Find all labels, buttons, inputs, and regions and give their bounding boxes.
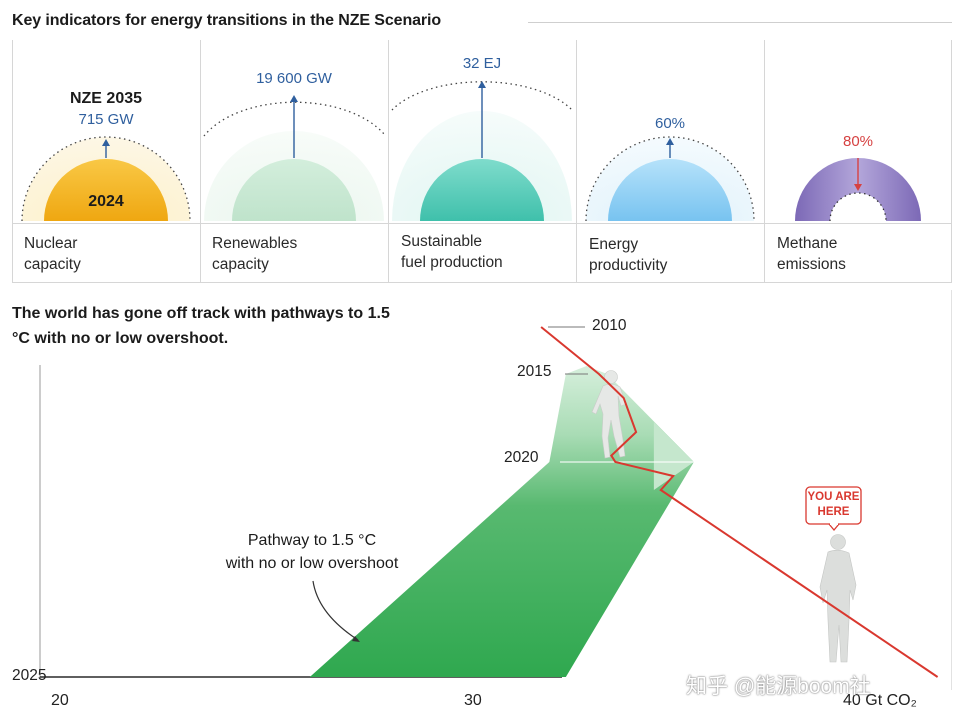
nuclear-label: Nuclear capacity bbox=[24, 233, 81, 275]
sustainable-fuel-current-arc bbox=[420, 159, 544, 221]
you-are-here-text: YOU ARE HERE bbox=[806, 490, 861, 520]
chart-right-rule bbox=[951, 290, 952, 690]
nuclear-indicator bbox=[21, 136, 191, 222]
renewables-label-line2: capacity bbox=[212, 256, 269, 273]
sustainable-fuel-label-line2: fuel production bbox=[401, 254, 503, 271]
energy-productivity-label-line1: Energy bbox=[589, 236, 639, 253]
energy-productivity-label: Energy productivity bbox=[589, 234, 667, 276]
methane-label-line2: emissions bbox=[777, 256, 846, 273]
renewables-label: Renewables capacity bbox=[212, 233, 297, 275]
sustainable-fuel-indicator bbox=[391, 81, 573, 221]
nuclear-target-title: NZE 2035 bbox=[69, 90, 143, 107]
label-row-bottom-rule bbox=[12, 282, 952, 283]
nuclear-current-arc bbox=[44, 159, 168, 221]
energy-productivity-target-value: 60% bbox=[654, 115, 686, 132]
sustainable-fuel-label-line1: Sustainable bbox=[401, 233, 483, 250]
indicator-panels: NZE 2035 715 GW 2024 19 600 GW 32 EJ 60%… bbox=[12, 40, 952, 283]
pathway-label-arrow bbox=[312, 580, 359, 641]
pathway-label-arrowhead bbox=[352, 636, 360, 642]
year-label-2015: 2015 bbox=[517, 363, 552, 380]
you-are-here-callout bbox=[805, 486, 862, 532]
panel-divider bbox=[576, 40, 577, 283]
you-are-here-line1: YOU ARE bbox=[807, 491, 860, 503]
nuclear-current-year: 2024 bbox=[88, 193, 124, 210]
pathway-band bbox=[309, 366, 694, 677]
x-tick-40: 40 Gt CO₂ bbox=[843, 692, 917, 709]
chart-title: The world has gone off track with pathwa… bbox=[12, 305, 390, 347]
walking-person-figure bbox=[591, 370, 627, 459]
label-row-top-rule bbox=[12, 223, 952, 224]
top-title: Key indicators for energy transitions in… bbox=[12, 12, 442, 29]
pathway-label-line1: Pathway to 1.5 °C bbox=[247, 532, 377, 549]
panel-divider bbox=[764, 40, 765, 283]
nuclear-label-line1: Nuclear bbox=[24, 235, 78, 252]
sustainable-fuel-label: Sustainable fuel production bbox=[401, 231, 503, 273]
standing-person-figure bbox=[819, 534, 857, 663]
energy-productivity-current-arc bbox=[608, 159, 732, 221]
renewables-label-line1: Renewables bbox=[212, 235, 298, 252]
methane-label: Methane emissions bbox=[777, 233, 846, 275]
panel-divider bbox=[951, 40, 952, 283]
year-label-2010: 2010 bbox=[592, 317, 627, 334]
you-are-here-line2: HERE bbox=[817, 506, 850, 518]
renewables-target-value: 19 600 GW bbox=[256, 70, 332, 87]
methane-indicator bbox=[795, 158, 921, 222]
title-rule bbox=[528, 22, 952, 23]
indicator-graphics bbox=[21, 81, 921, 222]
nuclear-label-line2: capacity bbox=[24, 256, 81, 273]
x-tick-20: 20 bbox=[51, 692, 69, 709]
watermark: 知乎 @能源boom社 bbox=[686, 675, 871, 698]
energy-productivity-label-line2: productivity bbox=[589, 257, 668, 274]
methane-label-line1: Methane bbox=[777, 235, 838, 252]
panel-divider bbox=[12, 40, 13, 283]
x-tick-30: 30 bbox=[464, 692, 482, 709]
renewables-current-arc bbox=[232, 159, 356, 221]
pathway-label-line2: with no or low overshoot bbox=[225, 555, 399, 572]
year-label-2025: 2025 bbox=[12, 667, 47, 684]
renewables-indicator bbox=[203, 95, 385, 221]
energy-productivity-indicator bbox=[585, 136, 755, 222]
panel-divider bbox=[388, 40, 389, 283]
panel-divider bbox=[200, 40, 201, 283]
methane-target-value: 80% bbox=[842, 133, 874, 150]
emissions-line bbox=[540, 326, 939, 678]
pathway-label: Pathway to 1.5 °C with no or low oversho… bbox=[192, 529, 432, 575]
sustainable-fuel-target-value: 32 EJ bbox=[462, 55, 502, 72]
year-label-2020: 2020 bbox=[504, 449, 539, 466]
nuclear-target-value: 715 GW bbox=[78, 111, 134, 128]
